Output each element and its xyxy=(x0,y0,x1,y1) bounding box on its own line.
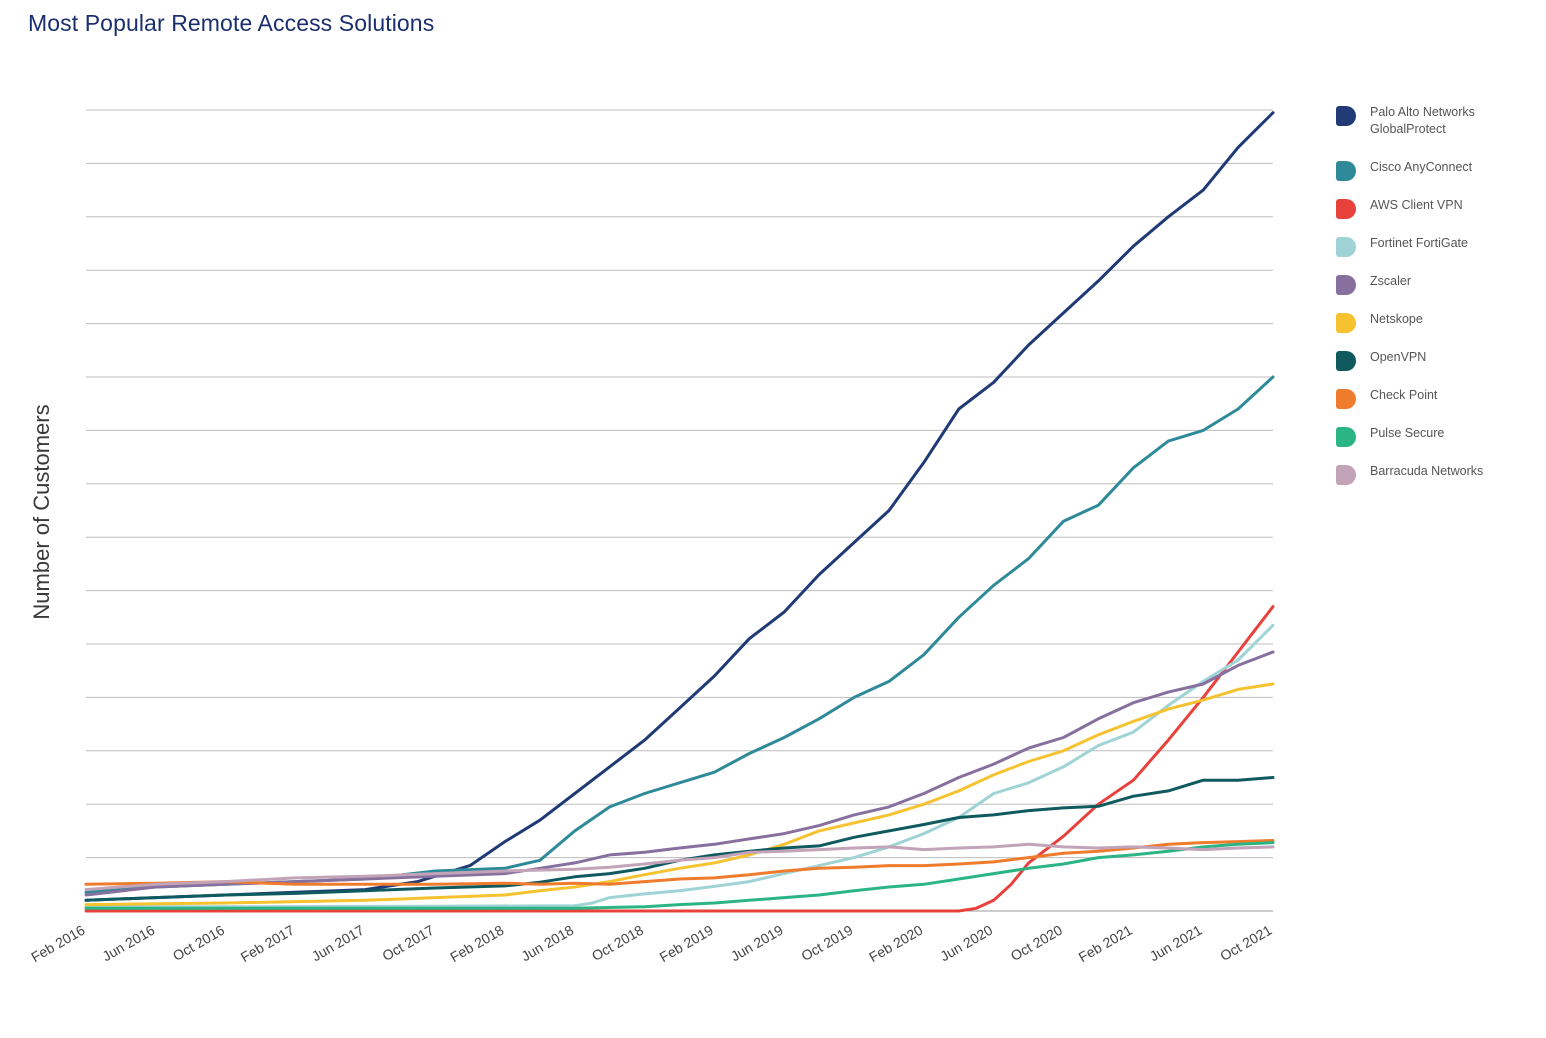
series-line-pulse-secure xyxy=(84,841,1275,910)
series-line-barracuda-networks xyxy=(84,842,1275,892)
x-tick-label: Oct 2016 xyxy=(170,922,227,964)
legend-item: Palo Alto Networks GlobalProtect xyxy=(1336,104,1536,159)
legend-swatch xyxy=(1336,313,1356,333)
series-line-cisco-anyconnect xyxy=(84,375,1275,894)
x-tick-label: Feb 2016 xyxy=(28,922,87,966)
legend-item: Check Point xyxy=(1336,387,1536,425)
x-tick-label: Jun 2017 xyxy=(309,922,367,965)
legend-label: Netskope xyxy=(1370,312,1423,326)
legend-label: Cisco AnyConnect xyxy=(1370,160,1473,174)
legend-swatch xyxy=(1336,465,1356,485)
series-line-aws-client-vpn xyxy=(84,605,1275,913)
legend-label: Check Point xyxy=(1370,388,1438,402)
series-lines xyxy=(84,111,1275,913)
legend-label: Pulse Secure xyxy=(1370,426,1445,440)
x-axis-tick-labels: Feb 2016 Jun 2016 Oct 2016 Feb 2017 Jun 2017… xyxy=(28,922,1274,966)
series-line-fortinet-fortigate xyxy=(84,623,1275,909)
series-line-netskope xyxy=(84,682,1275,907)
x-tick-label: Jun 2018 xyxy=(518,922,576,965)
legend-swatch xyxy=(1336,199,1356,219)
x-tick-label: Feb 2017 xyxy=(238,922,297,966)
legend-swatch xyxy=(1336,237,1356,257)
legend-label: Barracuda Networks xyxy=(1370,464,1484,478)
legend: Palo Alto Networks GlobalProtect Cisco An… xyxy=(1336,104,1536,501)
x-tick-label: Feb 2018 xyxy=(447,922,506,966)
x-tick-label: Feb 2021 xyxy=(1076,922,1135,966)
legend-item: Netskope xyxy=(1336,311,1536,349)
x-tick-label: Oct 2018 xyxy=(589,922,646,964)
legend-label: Zscaler xyxy=(1370,274,1411,288)
legend-swatch xyxy=(1336,351,1356,371)
chart-title: Most Popular Remote Access Solutions xyxy=(28,10,435,36)
legend-label: OpenVPN xyxy=(1370,350,1427,364)
legend-item: OpenVPN xyxy=(1336,349,1536,387)
grid-lines xyxy=(86,109,1273,912)
x-tick-label: Feb 2019 xyxy=(657,922,716,966)
legend-label: AWS Client VPN xyxy=(1370,198,1463,212)
x-tick-label: Feb 2020 xyxy=(866,922,925,966)
x-tick-label: Jun 2019 xyxy=(728,922,786,965)
x-tick-label: Oct 2017 xyxy=(379,922,436,964)
legend-label: Palo Alto Networks GlobalProtect xyxy=(1370,105,1475,136)
x-tick-label: Jun 2020 xyxy=(937,922,995,965)
x-tick-label: Jun 2016 xyxy=(99,922,157,965)
legend-item: Pulse Secure xyxy=(1336,425,1536,463)
series-line-check-point xyxy=(84,839,1275,886)
legend-item: Zscaler xyxy=(1336,273,1536,311)
legend-swatch xyxy=(1336,427,1356,447)
legend-swatch xyxy=(1336,161,1356,181)
series-line-zscaler xyxy=(84,650,1275,897)
legend-item: Barracuda Networks xyxy=(1336,463,1536,501)
x-tick-label: Oct 2019 xyxy=(798,922,855,964)
x-tick-label: Jun 2021 xyxy=(1147,922,1205,965)
x-tick-label: Oct 2020 xyxy=(1008,922,1065,964)
legend-swatch xyxy=(1336,389,1356,409)
legend-item: Cisco AnyConnect xyxy=(1336,159,1536,197)
x-tick-label: Oct 2021 xyxy=(1217,922,1274,964)
legend-item: AWS Client VPN xyxy=(1336,197,1536,235)
legend-swatch xyxy=(1336,275,1356,295)
legend-item: Fortinet FortiGate xyxy=(1336,235,1536,273)
legend-label: Fortinet FortiGate xyxy=(1370,236,1468,250)
legend-swatch xyxy=(1336,106,1356,126)
series-line-openvpn xyxy=(84,776,1275,902)
